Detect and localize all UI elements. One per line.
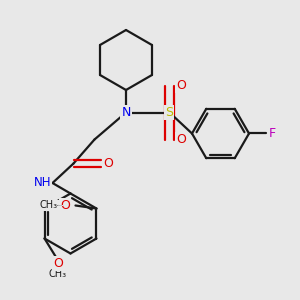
Text: S: S bbox=[166, 106, 173, 119]
Text: O: O bbox=[53, 257, 63, 270]
Text: O: O bbox=[176, 133, 186, 146]
Text: F: F bbox=[269, 127, 276, 140]
Text: CH₃: CH₃ bbox=[49, 268, 67, 279]
Text: methoxy: methoxy bbox=[57, 205, 63, 206]
Text: O: O bbox=[103, 157, 113, 170]
Text: CH₃: CH₃ bbox=[40, 200, 58, 211]
Text: N: N bbox=[121, 106, 131, 119]
Text: O: O bbox=[60, 199, 70, 212]
Text: NH: NH bbox=[34, 176, 51, 190]
Text: O: O bbox=[176, 79, 186, 92]
